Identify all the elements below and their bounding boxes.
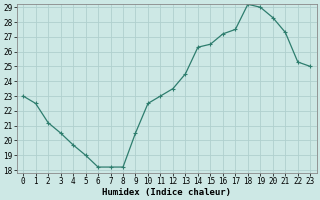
X-axis label: Humidex (Indice chaleur): Humidex (Indice chaleur)	[102, 188, 231, 197]
